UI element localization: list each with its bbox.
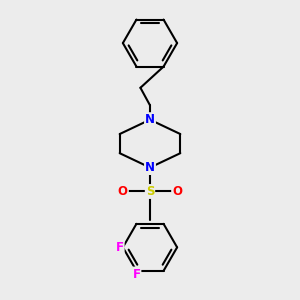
Text: O: O	[172, 185, 182, 198]
Text: F: F	[132, 268, 140, 281]
Text: N: N	[145, 161, 155, 174]
Text: S: S	[146, 185, 154, 198]
Text: O: O	[118, 185, 128, 198]
Text: F: F	[116, 241, 124, 254]
Text: N: N	[145, 113, 155, 126]
